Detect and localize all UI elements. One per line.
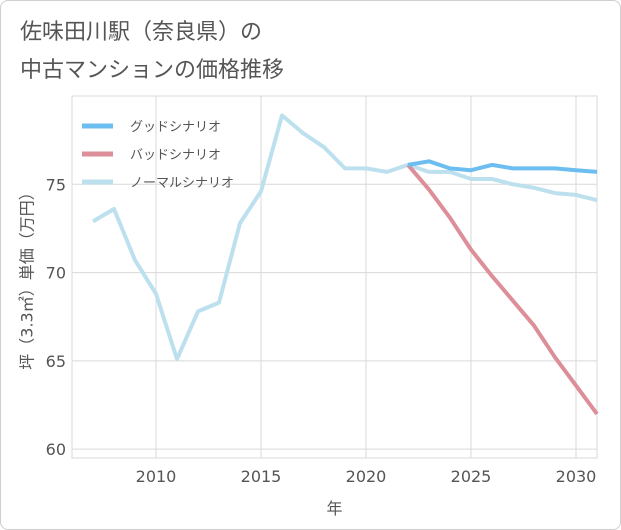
x-tick-label: 2030	[556, 467, 597, 486]
series-line-1	[406, 163, 599, 416]
y-tick-label: 70	[46, 264, 66, 283]
x-tick-labels: 2010 2015 2020 2025 2030	[136, 467, 597, 486]
y-tick-label: 60	[46, 440, 66, 459]
y-tick-label: 75	[46, 175, 66, 194]
chart-title: 佐味田川駅（奈良県）の 中古マンションの価格推移	[20, 14, 284, 90]
legend-label-0: グッドシナリオ	[130, 120, 221, 135]
x-tick-label: 2010	[136, 467, 177, 486]
x-axis-label: 年	[326, 499, 342, 518]
grid	[71, 95, 598, 459]
legend-label-2: ノーマルシナリオ	[130, 176, 234, 191]
plot-area-border	[71, 95, 598, 459]
series-lines	[91, 113, 599, 416]
series-line-2	[91, 113, 598, 362]
chart-title-line-2: 中古マンションの価格推移	[20, 58, 285, 83]
chart-title-line-1: 佐味田川駅（奈良県）の	[20, 20, 263, 45]
y-tick-label: 65	[46, 352, 66, 371]
y-tick-labels: 60 65 70 75	[46, 175, 66, 459]
x-tick-label: 2015	[241, 467, 282, 486]
x-tick-label: 2020	[346, 467, 387, 486]
x-tick-label: 2025	[451, 467, 492, 486]
series-line-0	[407, 159, 598, 174]
y-axis-label: 坪（3.3㎡）単価（万円）	[18, 184, 37, 369]
legend-label-1: バッドシナリオ	[130, 148, 221, 163]
